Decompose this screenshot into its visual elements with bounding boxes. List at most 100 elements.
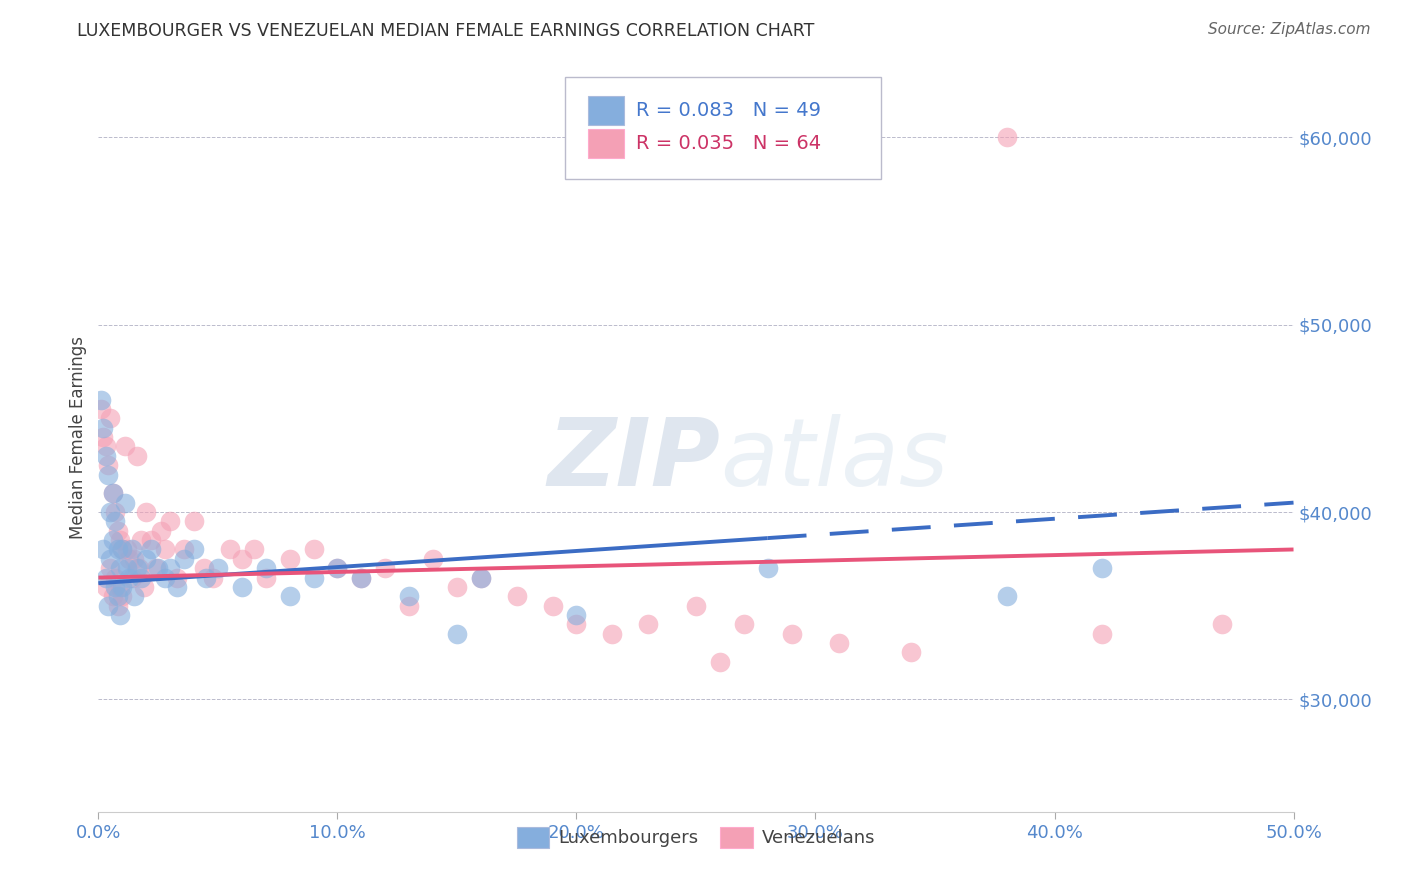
Point (183, 542, 205, 557)
Point (107, 542, 129, 557)
Point (125, 561, 148, 575)
Point (202, 571, 225, 585)
Point (108, 580, 131, 594)
Point (90, 392, 112, 407)
Point (159, 514, 181, 528)
Point (131, 571, 153, 585)
Point (111, 542, 134, 557)
Point (422, 551, 444, 566)
Point (709, 655, 731, 669)
Point (139, 542, 162, 557)
Point (118, 571, 141, 585)
Point (145, 561, 167, 575)
Point (398, 589, 420, 603)
Point (121, 571, 143, 585)
Point (139, 533, 162, 547)
Point (1211, 617, 1233, 632)
Point (326, 561, 349, 575)
Text: Source: ZipAtlas.com: Source: ZipAtlas.com (1208, 22, 1371, 37)
Point (94, 571, 117, 585)
Point (94, 449, 117, 463)
FancyBboxPatch shape (589, 129, 624, 158)
Point (101, 486, 124, 500)
Point (118, 551, 141, 566)
Point (104, 514, 127, 528)
Point (1091, 626, 1114, 640)
Point (231, 580, 253, 594)
Point (148, 561, 170, 575)
Point (541, 599, 564, 613)
Point (219, 542, 242, 557)
Point (231, 551, 253, 566)
Point (685, 599, 707, 613)
Point (828, 636, 851, 650)
Point (374, 561, 396, 575)
Point (470, 571, 492, 585)
Point (98, 411, 122, 425)
Point (135, 551, 157, 566)
Point (115, 542, 138, 557)
Point (278, 551, 301, 566)
Text: ZIP: ZIP (547, 414, 720, 506)
Point (104, 580, 127, 594)
Point (173, 542, 195, 557)
Point (207, 561, 229, 575)
Point (101, 533, 124, 547)
Point (183, 514, 205, 528)
Point (995, 130, 1018, 145)
Point (97, 467, 120, 482)
Point (94, 440, 117, 453)
Point (107, 599, 129, 613)
Point (124, 551, 146, 566)
Point (114, 496, 136, 510)
Point (243, 542, 266, 557)
Point (149, 524, 172, 538)
Point (91, 542, 114, 557)
Point (132, 580, 155, 594)
Point (97, 458, 120, 473)
Point (159, 561, 181, 575)
Point (94, 580, 117, 594)
Point (91, 430, 114, 444)
Point (637, 617, 659, 632)
Point (446, 626, 468, 640)
Point (125, 449, 148, 463)
Text: R = 0.083   N = 49: R = 0.083 N = 49 (637, 101, 821, 120)
Point (166, 580, 188, 594)
Point (97, 599, 120, 613)
Point (111, 580, 134, 594)
Point (733, 617, 755, 632)
Point (900, 646, 922, 660)
Point (111, 589, 134, 603)
Text: R = 0.035   N = 64: R = 0.035 N = 64 (637, 134, 821, 153)
Point (101, 589, 124, 603)
Point (602, 626, 624, 640)
Point (121, 542, 143, 557)
Point (565, 617, 588, 632)
Point (166, 571, 188, 585)
Point (115, 561, 138, 575)
FancyBboxPatch shape (565, 78, 882, 178)
Point (91, 421, 114, 435)
Point (278, 589, 301, 603)
Point (398, 599, 420, 613)
Point (124, 589, 146, 603)
Point (114, 440, 136, 453)
Point (756, 561, 779, 575)
Point (326, 561, 349, 575)
Point (506, 589, 529, 603)
Point (107, 589, 129, 603)
Point (565, 608, 588, 623)
Text: atlas: atlas (720, 414, 948, 505)
Legend: Luxembourgers, Venezuelans: Luxembourgers, Venezuelans (509, 820, 883, 855)
Point (193, 561, 215, 575)
Y-axis label: Median Female Earnings: Median Female Earnings (69, 335, 87, 539)
Point (98, 561, 122, 575)
Text: LUXEMBOURGER VS VENEZUELAN MEDIAN FEMALE EARNINGS CORRELATION CHART: LUXEMBOURGER VS VENEZUELAN MEDIAN FEMALE… (77, 22, 814, 40)
Point (108, 608, 131, 623)
Point (101, 486, 124, 500)
Point (350, 571, 373, 585)
Point (155, 542, 177, 557)
Point (302, 571, 325, 585)
Point (995, 589, 1018, 603)
